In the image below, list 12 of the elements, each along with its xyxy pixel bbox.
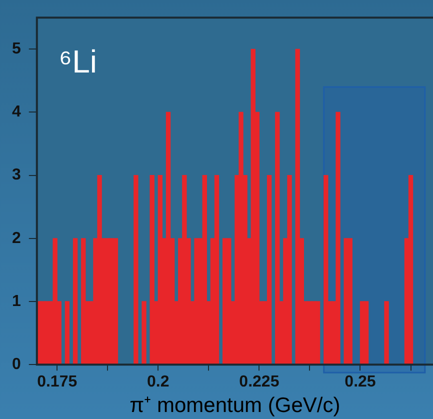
y-tick-label: 4 bbox=[12, 104, 21, 121]
y-tick-label: 2 bbox=[12, 230, 21, 247]
x-tick-label: 0.175 bbox=[37, 374, 78, 391]
y-tick-label: 1 bbox=[12, 292, 21, 310]
x-tick-label: 0.25 bbox=[344, 374, 376, 391]
y-tick-label: 3 bbox=[12, 166, 21, 184]
annotation: ⁶Li bbox=[58, 43, 97, 80]
x-axis-title: π⁺ momentum (GeV/c) bbox=[130, 394, 340, 418]
x-tick-label: 0.2 bbox=[147, 374, 170, 391]
x-tick-label: 0.225 bbox=[239, 374, 280, 391]
y-tick-label: 0 bbox=[12, 356, 21, 374]
y-tick-label: 5 bbox=[12, 40, 21, 58]
